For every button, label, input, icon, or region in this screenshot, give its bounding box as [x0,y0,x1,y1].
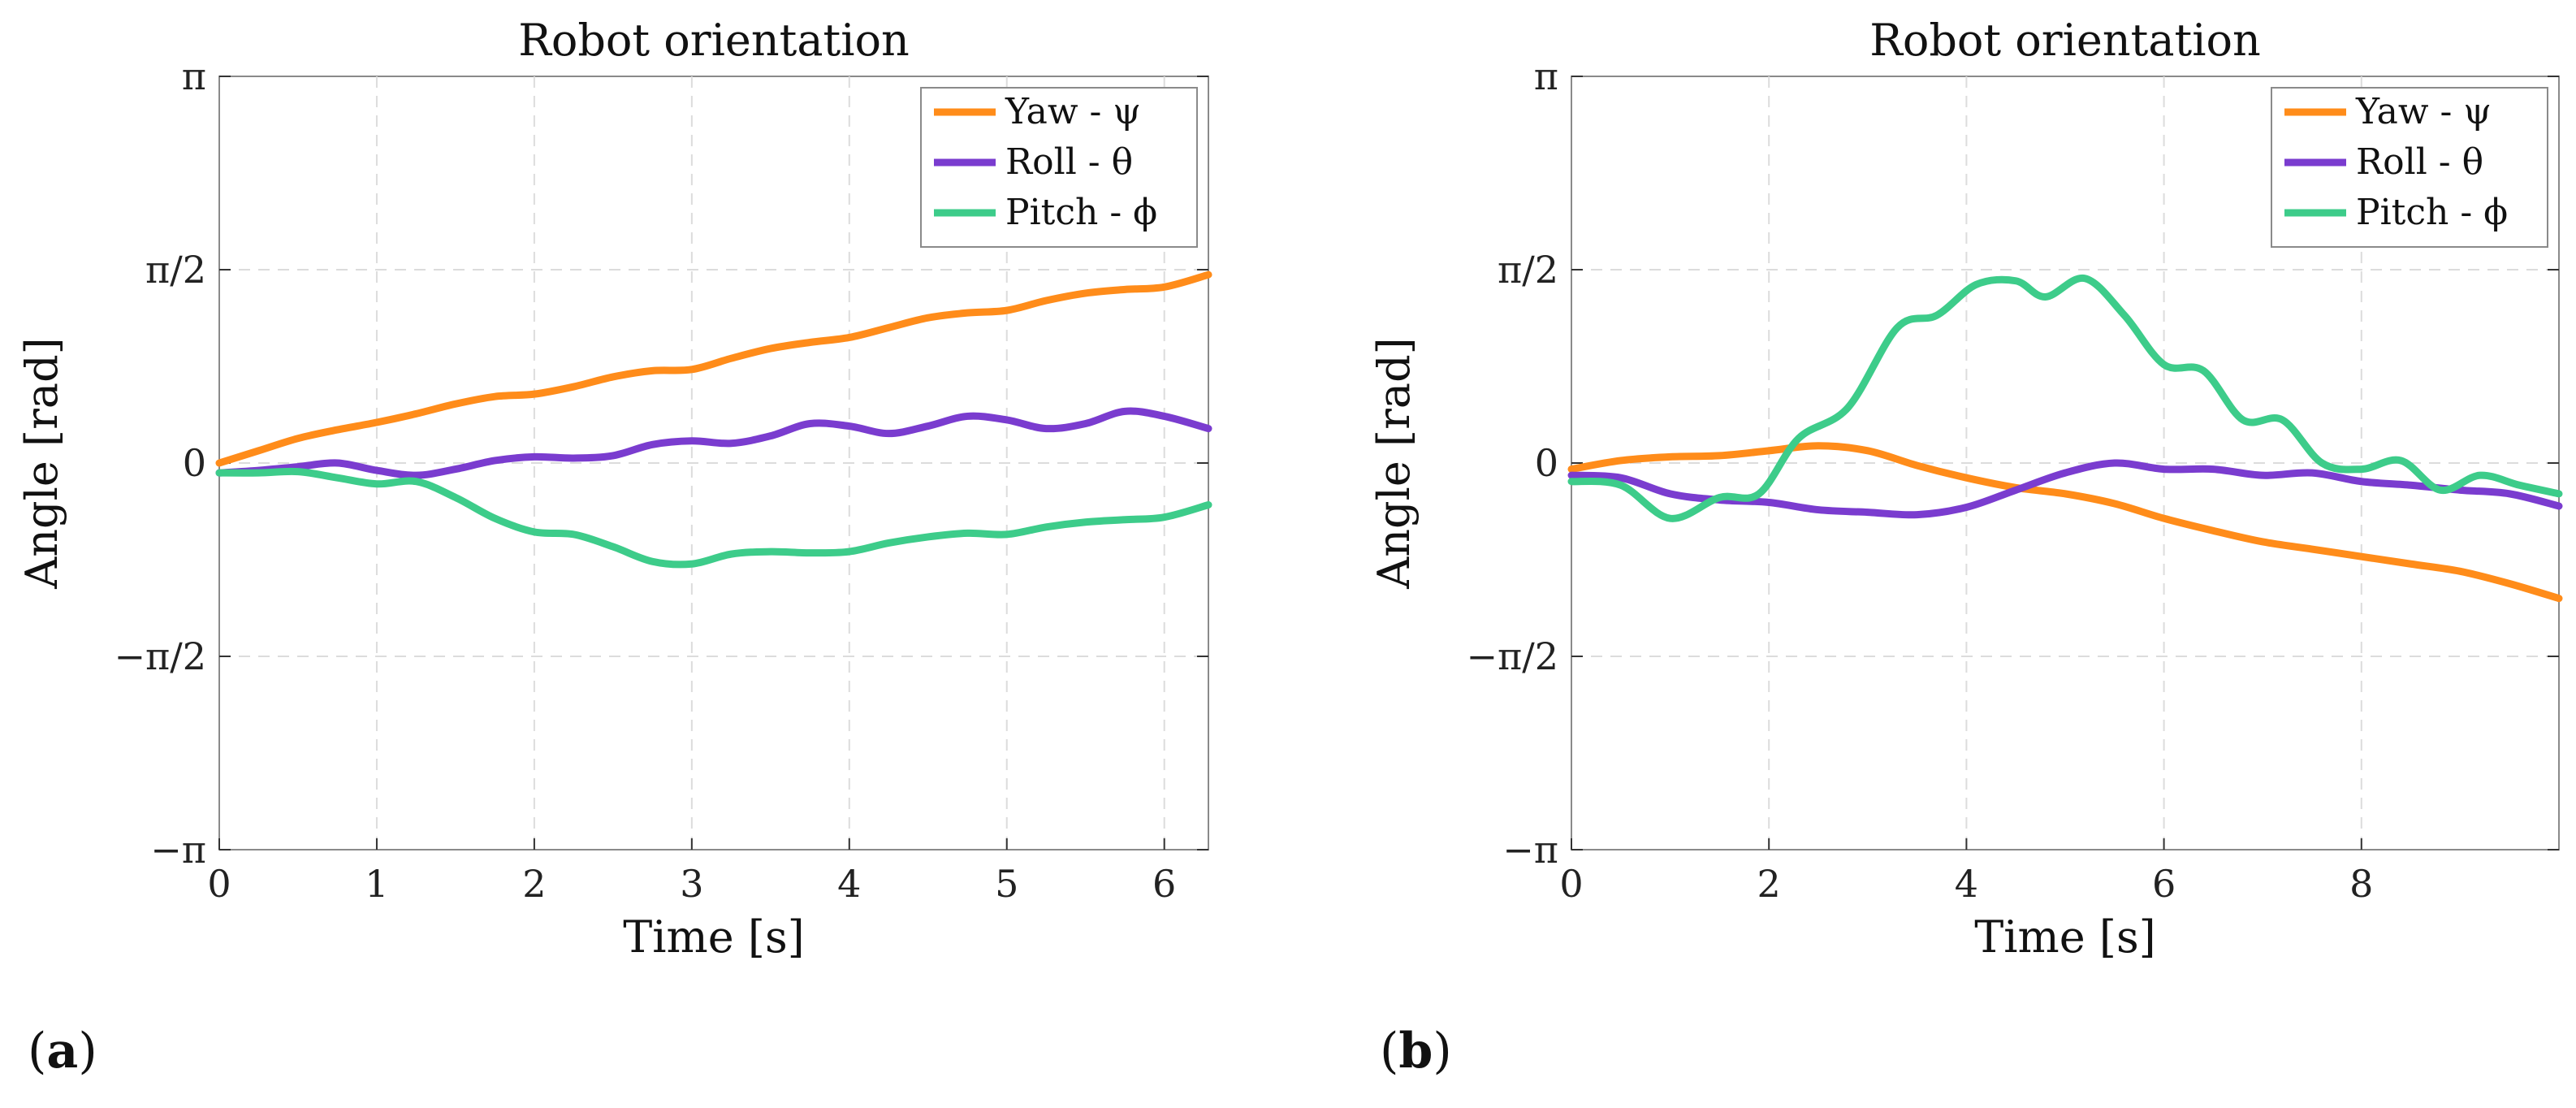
x-tick-label-b: 4 [1955,862,1978,906]
series-line-b-0 [1567,442,2563,603]
y-tick-label-b: π/2 [1498,248,1558,292]
x-tick-label-a: 1 [365,862,388,906]
x-tick-label-a: 2 [522,862,546,906]
y-tick-label-a: −π/2 [114,634,206,678]
y-tick-label-b: −π/2 [1466,634,1558,678]
legend-label-a-0: Yaw - ψ [1005,91,1141,132]
chart-title-b: Robot orientation [1869,15,2261,66]
series-line-a-0 [215,271,1212,467]
x-tick-label-b: 6 [2152,862,2176,906]
y-tick-label-a: π/2 [145,248,206,292]
y-tick-label-b: −π [1502,828,1558,872]
x-tick-label-b: 8 [2349,862,2373,906]
legend-label-b-2: Pitch - ϕ [2356,192,2508,233]
x-axis-label-a: Time [s] [623,911,804,963]
chart-title-a: Robot orientation [518,15,910,66]
y-tick-label-a: 0 [183,441,206,485]
series-line-a-1 [215,407,1212,479]
x-tick-label-a: 3 [680,862,703,906]
y-tick-label-b: π [1534,54,1558,98]
legend-label-b-0: Yaw - ψ [2355,91,2492,132]
y-axis-label-b: Angle [rad] [1368,337,1420,589]
y-tick-label-b: 0 [1535,441,1558,485]
series-line-b-2 [1567,275,2563,522]
series-line-b-1 [1567,459,2563,519]
y-axis-label-a: Angle [rad] [16,337,67,589]
x-tick-label-a: 0 [207,862,231,906]
chart-panel-a: 0 1 2 3 4 5 6 −π −π/2 0 π/2 π Robot orientation Time … [16,15,1212,1080]
x-tick-label-b: 2 [1757,862,1781,906]
x-tick-label-a: 5 [995,862,1018,906]
x-tick-label-a: 4 [837,862,861,906]
panel-label-a: (a) [28,1023,97,1080]
legend-label-b-1: Roll - θ [2356,141,2483,183]
chart-panel-b: 0 2 4 6 8 −π −π/2 0 π/2 π Robot orientation Time [s… [1368,15,2563,1080]
x-tick-label-a: 6 [1152,862,1176,906]
y-tick-label-a: π [182,54,206,98]
x-axis-label-b: Time [s] [1974,911,2155,963]
legend-label-a-2: Pitch - ϕ [1005,192,1157,233]
legend-label-a-1: Roll - θ [1005,141,1133,183]
y-tick-label-a: −π [150,828,206,872]
x-tick-label-b: 0 [1559,862,1583,906]
panel-label-b: (b) [1380,1023,1452,1080]
series-line-a-2 [215,467,1212,569]
